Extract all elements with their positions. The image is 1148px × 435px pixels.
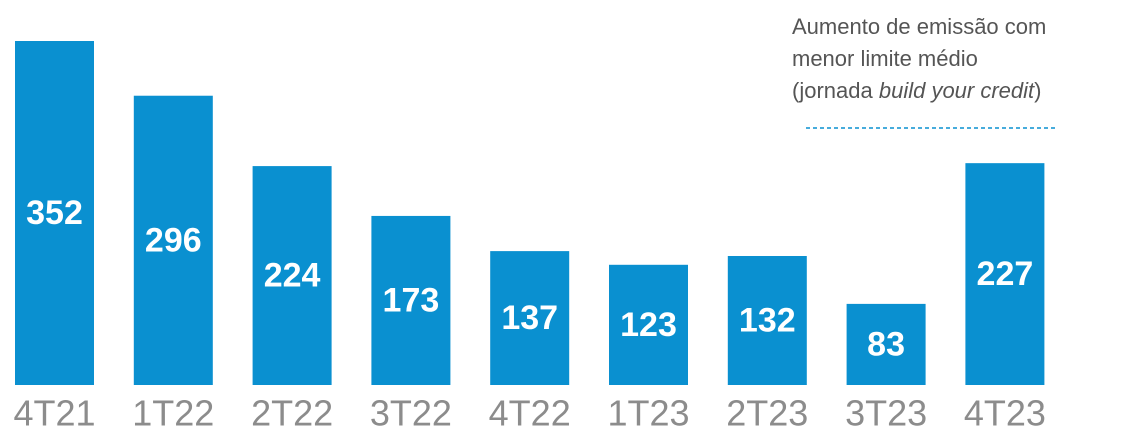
value-label: 296 <box>145 221 202 259</box>
x-tick-label: 1T22 <box>132 393 214 434</box>
x-tick-label: 2T22 <box>251 393 333 434</box>
bar <box>15 41 94 385</box>
value-label: 227 <box>977 255 1034 293</box>
x-tick-label: 4T21 <box>13 393 95 434</box>
value-label: 123 <box>620 306 677 344</box>
bar <box>252 166 332 385</box>
value-label: 173 <box>383 281 440 319</box>
value-label: 352 <box>26 194 83 232</box>
x-tick-label: 4T22 <box>489 393 571 434</box>
x-tick-label: 3T22 <box>370 393 452 434</box>
bar <box>490 251 570 385</box>
x-tick-label: 2T23 <box>726 393 808 434</box>
value-label: 137 <box>501 299 558 337</box>
x-tick-label: 4T23 <box>964 393 1046 434</box>
annotation-text: (jornada <box>792 78 873 103</box>
bar <box>965 163 1045 385</box>
annotation-italic: build your credit <box>879 78 1035 103</box>
bar <box>133 95 213 386</box>
annotation-text: ) <box>1034 78 1041 103</box>
bar <box>727 256 807 385</box>
annotation-line: (jornada build your credit) <box>792 78 1041 103</box>
bar <box>846 303 926 385</box>
annotation-line: menor limite médio <box>792 46 978 71</box>
value-label: 224 <box>264 257 321 295</box>
x-tick-label: 1T23 <box>607 393 689 434</box>
value-label: 132 <box>739 301 796 339</box>
value-label: 83 <box>867 325 905 363</box>
annotation-line: Aumento de emissão com <box>792 14 1046 39</box>
x-tick-label: 3T23 <box>845 393 927 434</box>
bar <box>609 264 688 385</box>
bar <box>371 215 451 385</box>
